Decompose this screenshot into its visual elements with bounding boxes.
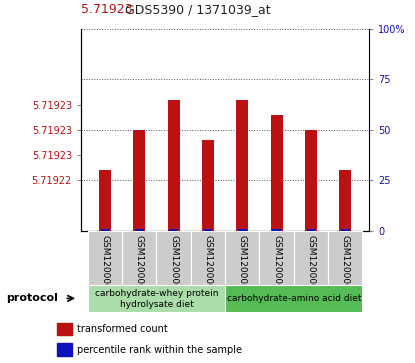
Bar <box>339 170 352 231</box>
Bar <box>122 231 156 285</box>
Text: transformed count: transformed count <box>77 324 168 334</box>
Text: GSM1200062: GSM1200062 <box>341 235 350 295</box>
Text: GSM1200064: GSM1200064 <box>135 235 144 295</box>
Text: 5.71923: 5.71923 <box>81 3 137 16</box>
Bar <box>88 285 225 312</box>
Bar <box>294 231 328 285</box>
Bar <box>156 231 191 285</box>
Text: GSM1200065: GSM1200065 <box>169 235 178 295</box>
Text: GSM1200061: GSM1200061 <box>307 235 315 295</box>
Bar <box>133 130 145 231</box>
Bar <box>88 231 122 285</box>
Bar <box>272 229 281 232</box>
Bar <box>99 170 111 231</box>
Bar <box>191 231 225 285</box>
Bar <box>328 231 362 285</box>
Bar <box>236 99 248 231</box>
Text: carbohydrate-amino acid diet: carbohydrate-amino acid diet <box>227 294 361 303</box>
Bar <box>56 343 72 356</box>
Bar <box>307 229 315 232</box>
Text: GSM1200059: GSM1200059 <box>238 235 247 295</box>
Bar <box>225 285 362 312</box>
Text: GSM1200060: GSM1200060 <box>272 235 281 295</box>
Text: GSM1200063: GSM1200063 <box>100 235 110 295</box>
Bar <box>202 140 214 231</box>
Text: percentile rank within the sample: percentile rank within the sample <box>77 345 242 355</box>
Text: protocol: protocol <box>6 293 58 303</box>
Bar <box>238 229 247 232</box>
Text: carbohydrate-whey protein
hydrolysate diet: carbohydrate-whey protein hydrolysate di… <box>95 289 218 309</box>
Bar <box>305 130 317 231</box>
Bar <box>56 323 72 335</box>
Bar <box>169 229 178 232</box>
Bar <box>259 231 294 285</box>
Text: GDS5390 / 1371039_at: GDS5390 / 1371039_at <box>124 3 270 16</box>
Bar <box>341 229 349 232</box>
Bar <box>168 99 180 231</box>
Bar <box>204 229 212 232</box>
Bar <box>101 229 109 232</box>
Bar <box>225 231 259 285</box>
Bar <box>135 229 144 232</box>
Bar <box>271 115 283 231</box>
Text: GSM1200066: GSM1200066 <box>203 235 212 295</box>
